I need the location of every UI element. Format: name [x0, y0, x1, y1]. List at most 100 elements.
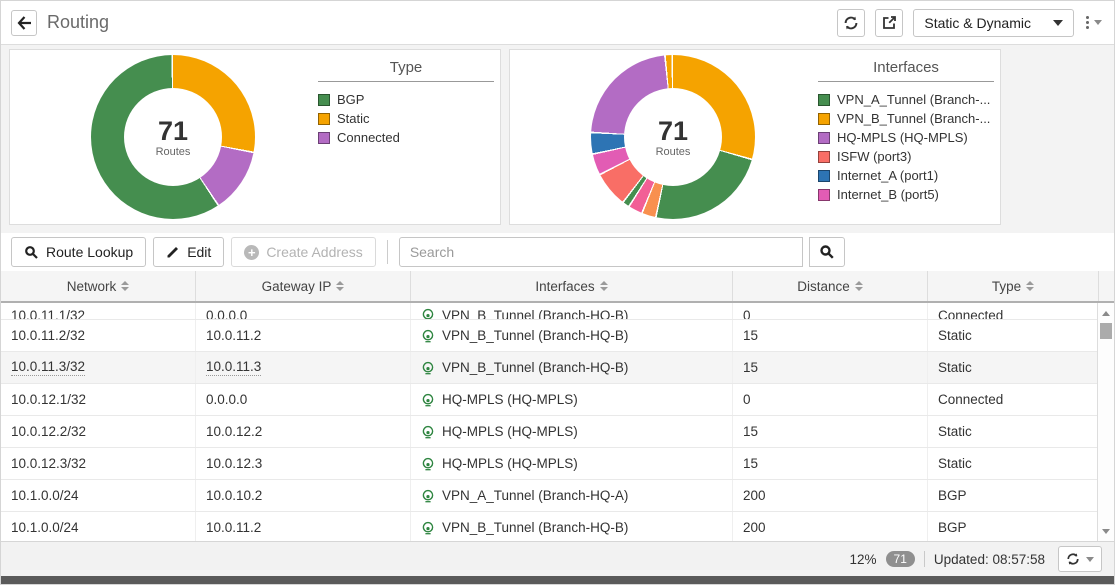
cell-text: VPN_A_Tunnel (Branch-HQ-A): [442, 488, 629, 503]
cell-text: 15: [743, 424, 759, 439]
legend-swatch: [318, 131, 330, 144]
legend-item[interactable]: ISFW (port3): [818, 147, 994, 166]
cell-text: 10.0.11.3: [206, 359, 262, 376]
page-title: Routing: [47, 12, 110, 32]
sort-icon: [599, 281, 608, 291]
header-filler: [1099, 271, 1114, 301]
legend-label: VPN_A_Tunnel (Branch-...: [837, 92, 991, 107]
cell-gateway: 10.0.10.2: [196, 480, 411, 511]
type-donut-center: 71 Routes: [124, 88, 222, 186]
legend-label: HQ-MPLS (HQ-MPLS): [837, 130, 968, 145]
cell-text: VPN_B_Tunnel (Branch-HQ-B): [442, 520, 629, 535]
type-legend: Type BGP Static Connected: [318, 55, 494, 219]
legend-title: Type: [318, 59, 494, 82]
sort-icon: [854, 281, 863, 291]
cell-interface: VPN_B_Tunnel (Branch-HQ-B): [411, 320, 733, 351]
cell-network: 10.0.12.2/32: [1, 416, 196, 447]
column-header-gateway-ip[interactable]: Gateway IP: [196, 271, 411, 301]
external-link-icon: [882, 15, 897, 30]
legend-item[interactable]: Internet_A (port1): [818, 166, 994, 185]
route-type-dropdown-value: Static & Dynamic: [924, 14, 1031, 31]
cell-text: 10.0.11.3/32: [11, 359, 86, 376]
cell-text: 10.0.10.2: [206, 488, 263, 503]
cell-type: Static: [928, 352, 1097, 383]
legend-label: BGP: [337, 92, 365, 107]
legend-swatch: [318, 93, 330, 106]
table-row[interactable]: 10.0.12.3/32 10.0.12.3 HQ-MPLS (HQ-MPLS) 15…: [1, 448, 1097, 480]
load-percentage: 12%: [849, 551, 877, 567]
scrollbar-thumb[interactable]: [1100, 323, 1112, 339]
cell-type: Static: [928, 320, 1097, 351]
type-chart-card: 71 Routes Type BGP Static Connected: [9, 49, 501, 225]
refresh-button[interactable]: [837, 8, 866, 37]
legend-item[interactable]: Internet_B (port5): [818, 185, 994, 204]
open-in-new-window-button[interactable]: [875, 8, 904, 37]
interfaces-legend: Interfaces VPN_A_Tunnel (Branch-... VPN_B…: [818, 55, 994, 219]
column-header-type[interactable]: Type: [928, 271, 1099, 301]
edit-button[interactable]: Edit: [153, 237, 225, 267]
route-lookup-button[interactable]: Route Lookup: [11, 237, 147, 267]
scroll-up-button[interactable]: [1098, 305, 1114, 321]
status-divider: [923, 551, 925, 567]
table-row[interactable]: 10.1.0.0/24 10.0.11.2 VPN_B_Tunnel (Branch…: [1, 512, 1097, 541]
cell-network: 10.0.12.1/32: [1, 384, 196, 415]
cell-gateway: 10.0.11.2: [196, 320, 411, 351]
cell-distance: 15: [733, 320, 928, 351]
pencil-icon: [166, 245, 180, 259]
table-row[interactable]: 10.0.12.1/32 0.0.0.0 HQ-MPLS (HQ-MPLS) 0 Con…: [1, 384, 1097, 416]
legend-item[interactable]: BGP: [318, 90, 494, 109]
cell-text: VPN_B_Tunnel (Branch-HQ-B): [442, 328, 629, 343]
plus-circle-icon: +: [244, 244, 260, 260]
legend-item[interactable]: Static: [318, 109, 494, 128]
cell-text: 200: [743, 488, 766, 503]
table-row[interactable]: 10.0.11.3/32 10.0.11.3 VPN_B_Tunnel (Branc…: [1, 352, 1097, 384]
column-header-network[interactable]: Network: [1, 271, 196, 301]
cell-network: 10.1.0.0/24: [1, 480, 196, 511]
cell-text: 10.0.12.2: [206, 424, 263, 439]
legend-item[interactable]: Connected: [318, 128, 494, 147]
route-count-label: Routes: [155, 145, 191, 158]
table-row[interactable]: 10.0.11.2/32 10.0.11.2 VPN_B_Tunnel (Branc…: [1, 320, 1097, 352]
search-button[interactable]: [808, 237, 845, 267]
cell-text: 15: [743, 360, 759, 375]
vertical-scrollbar[interactable]: [1097, 303, 1114, 541]
search-input[interactable]: [398, 237, 803, 267]
column-header-distance[interactable]: Distance: [733, 271, 928, 301]
cell-text: 0.0.0.0: [206, 392, 248, 407]
refresh-icon: [1066, 552, 1080, 566]
cell-gateway: 10.0.11.2: [196, 512, 411, 541]
more-options-button[interactable]: [1084, 14, 1104, 31]
legend-item[interactable]: HQ-MPLS (HQ-MPLS): [818, 128, 994, 147]
route-type-dropdown[interactable]: Static & Dynamic: [913, 8, 1074, 37]
auto-refresh-button[interactable]: [1058, 546, 1102, 572]
interface-icon: [421, 393, 435, 407]
routes-table: Network Gateway IP Interfaces Distance T…: [1, 271, 1114, 541]
chevron-down-icon: [1094, 20, 1102, 25]
scroll-down-button[interactable]: [1098, 523, 1114, 539]
legend-item[interactable]: VPN_B_Tunnel (Branch-...: [818, 109, 994, 128]
legend-label: Static: [337, 111, 370, 126]
table-row[interactable]: 10.1.0.0/24 10.0.10.2 VPN_A_Tunnel (Branch…: [1, 480, 1097, 512]
column-header-interfaces[interactable]: Interfaces: [411, 271, 733, 301]
create-address-button[interactable]: + Create Address: [231, 237, 376, 267]
interface-icon: [421, 457, 435, 471]
legend-item[interactable]: VPN_A_Tunnel (Branch-...: [818, 90, 994, 109]
refresh-icon: [843, 15, 859, 31]
legend-label: Connected: [337, 130, 400, 145]
toolbar-divider: [386, 240, 388, 264]
cell-text: HQ-MPLS (HQ-MPLS): [442, 392, 578, 407]
back-button[interactable]: [11, 9, 37, 36]
table-row[interactable]: 10.0.11.1/32 0.0.0.0 VPN_B_Tunnel (Branch-…: [1, 303, 1097, 320]
cell-distance: 15: [733, 448, 928, 479]
cell-gateway: 0.0.0.0: [196, 303, 411, 320]
cell-distance: 0: [733, 303, 928, 319]
cell-network: 10.0.11.3/32: [1, 352, 196, 383]
cell-text: 15: [743, 456, 759, 471]
table-body: 10.0.11.1/32 0.0.0.0 VPN_B_Tunnel (Branch-…: [1, 303, 1097, 541]
cell-text: VPN_B_Tunnel (Branch-HQ-B): [442, 360, 629, 375]
table-row[interactable]: 10.0.12.2/32 10.0.12.2 HQ-MPLS (HQ-MPLS) 15…: [1, 416, 1097, 448]
legend-label: Internet_A (port1): [837, 168, 939, 183]
cell-text: 0: [743, 392, 751, 407]
back-arrow-icon: [17, 15, 32, 30]
cell-text: 0.0.0.0: [206, 307, 248, 320]
